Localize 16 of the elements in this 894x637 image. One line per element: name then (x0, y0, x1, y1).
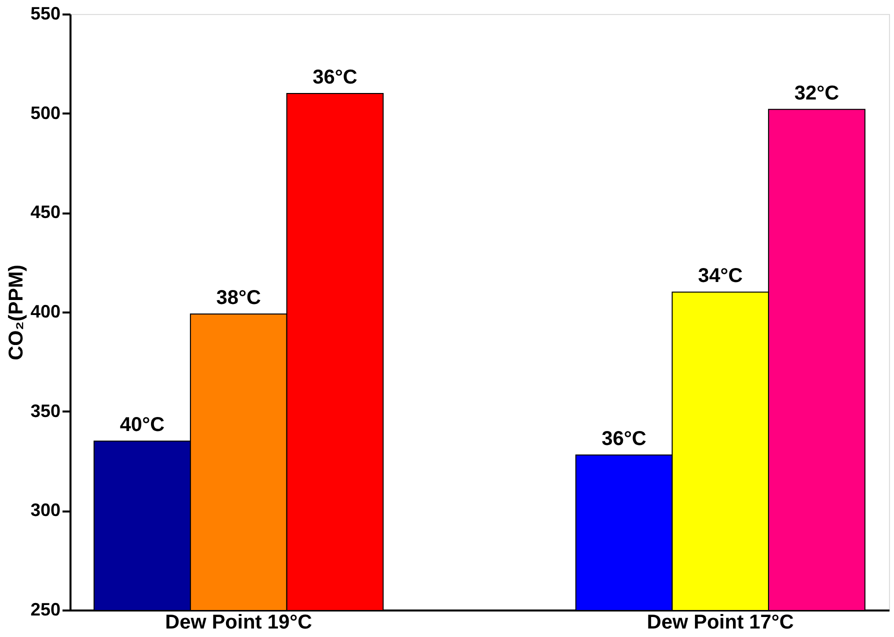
y-tick-label: 450 (30, 202, 60, 222)
x-tick-label: Dew Point 17°C (646, 612, 794, 634)
annotation: 32°C (794, 82, 840, 104)
x-tick-label: Dew Point 19°C (165, 612, 312, 634)
y-tick-label: 250 (30, 600, 60, 620)
y-tick-label: 300 (30, 500, 60, 520)
annotation: 36°C (312, 66, 358, 88)
annotation: 38°C (216, 286, 261, 309)
y-tick-label: 550 (30, 4, 60, 24)
annotation: 36°C (602, 428, 646, 450)
y-tick-label: 500 (30, 102, 60, 123)
y-tick-label: 400 (30, 302, 60, 322)
y-tick-label: 350 (30, 400, 60, 421)
annotation: 40°C (120, 414, 165, 436)
annotation: 34°C (698, 265, 743, 288)
y-axis-title: CO₂(PPM) (5, 264, 28, 360)
